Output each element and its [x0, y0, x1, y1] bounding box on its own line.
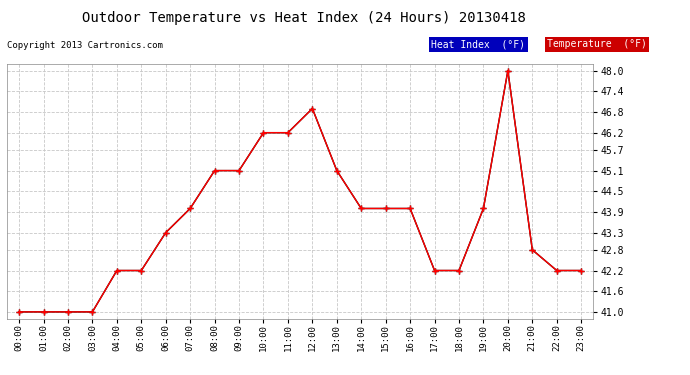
Text: Temperature  (°F): Temperature (°F)	[547, 39, 647, 50]
Text: Copyright 2013 Cartronics.com: Copyright 2013 Cartronics.com	[7, 41, 163, 50]
Text: Outdoor Temperature vs Heat Index (24 Hours) 20130418: Outdoor Temperature vs Heat Index (24 Ho…	[81, 11, 526, 25]
Text: Heat Index  (°F): Heat Index (°F)	[431, 39, 525, 50]
